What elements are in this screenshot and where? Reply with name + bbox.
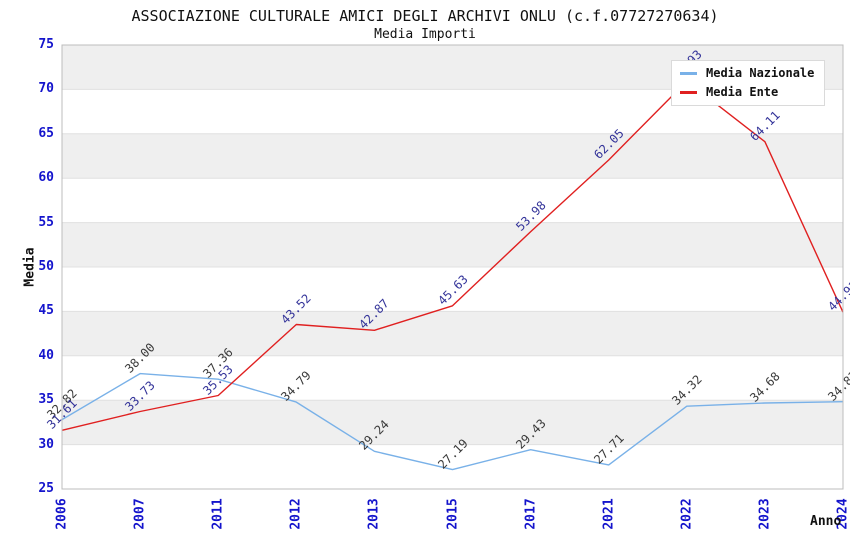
series-line [61,372,844,471]
legend-line-swatch-ente-icon [680,90,697,94]
x-axis-title: Anno [810,514,842,529]
legend: Media Nazionale Media Ente [671,60,826,106]
legend-item-nazionale: Media Nazionale [680,66,814,80]
legend-label-ente: Media Ente [706,85,779,99]
legend-label-nazionale: Media Nazionale [706,66,815,80]
plot-border [61,44,844,490]
chart-subtitle: Media Importi [374,27,476,42]
legend-item-ente: Media Ente [680,85,814,99]
plot-band [62,267,843,312]
plot-band [62,178,843,223]
plot-band [62,355,843,401]
plot-band [62,444,843,489]
plot-band [62,133,843,179]
plot-band [62,222,843,267]
y-axis-title: Media [22,247,38,287]
plot-band [62,311,843,356]
chart-title: ASSOCIAZIONE CULTURALE AMICI DEGLI ARCHI… [131,7,719,25]
plot-band [62,400,843,445]
legend-line-swatch-nazionale-icon [680,71,697,75]
